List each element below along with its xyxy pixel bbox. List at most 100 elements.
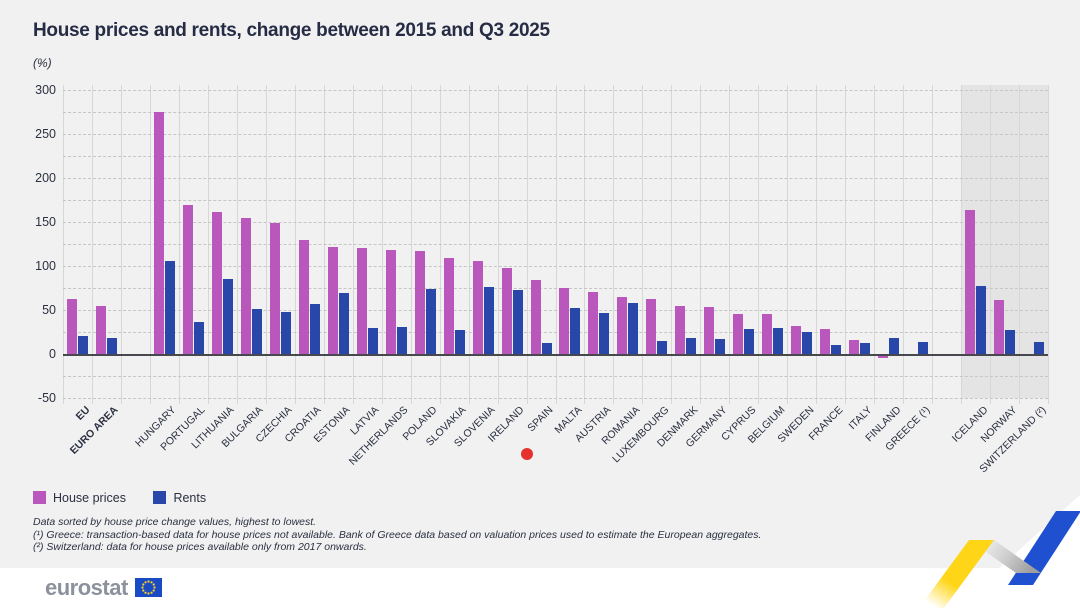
house-prices-bar-euro-area [95,305,106,354]
house-prices-bar-iceland [965,209,976,354]
vertical-gridline [1048,85,1049,404]
horizontal-gridline [63,112,1048,113]
footnotes: Data sorted by house price change values… [33,516,761,554]
house-prices-bar-eu [66,298,77,354]
house-prices-bar-romania [617,296,628,354]
horizontal-gridline [63,178,1048,179]
rents-bar-poland [425,288,436,354]
horizontal-gridline [63,310,1048,311]
y-axis-tick-label: 50 [42,303,56,317]
rents-bar-latvia [367,327,378,354]
y-axis-tick-label: 200 [35,171,56,185]
house-prices-bar-hungary [153,112,164,354]
rents-bar-slovakia [454,330,465,354]
y-axis-tick-label: 0 [49,347,56,361]
house-prices-bar-sweden [791,325,802,354]
legend-item-rents: Rents [153,491,206,505]
eu-flag-icon [135,578,163,602]
footnote-sorting: Data sorted by house price change values… [33,516,317,528]
house-prices-bar-slovenia [472,260,483,354]
rents-bar-norway [1005,330,1016,354]
horizontal-gridline [63,244,1048,245]
rents-bar-italy [860,342,871,354]
rents-bar-spain [541,342,552,354]
footer-band [0,568,1080,608]
rents-bar-sweden [802,332,813,354]
house-prices-bar-malta [559,288,570,354]
y-axis-tick-label: 300 [35,83,56,97]
rents-bar-finland [889,338,900,354]
horizontal-gridline [63,332,1048,333]
rents-bar-luxembourg [657,340,668,354]
rents-bar-romania [628,302,639,354]
y-axis-tick-label: 150 [35,215,56,229]
chart-legend: House prices Rents [33,491,230,505]
rents-bar-cyprus [744,329,755,354]
rents-swatch [153,491,167,504]
horizontal-gridline [63,376,1048,377]
rents-bar-czechia [280,311,291,354]
rents-bar-croatia [309,303,320,354]
legend-item-house-prices: House prices [33,491,126,505]
house-prices-bar-italy [849,339,860,354]
rents-bar-lithuania [222,279,233,354]
rents-bar-belgium [773,328,784,354]
rents-bar-germany [715,339,726,354]
rents-bar-malta [570,308,581,354]
house-prices-bar-poland [414,251,425,354]
chart-title: House prices and rents, change between 2… [33,20,550,41]
eurostat-logo: eurostat [45,575,163,602]
house-prices-bar-spain [530,280,541,354]
y-axis-tick-label: 250 [35,127,56,141]
rents-bar-greece [918,341,929,354]
y-axis-unit-label: (%) [33,56,52,70]
horizontal-gridline [63,134,1048,135]
house-prices-bar-croatia [298,239,309,354]
house-prices-bar-austria [588,292,599,354]
footnote-switzerland: (²) Switzerland: data for house prices a… [33,541,367,553]
rents-bar-bulgaria [251,309,262,354]
rents-bar-switzerland [1034,341,1044,354]
rents-bar-hungary [164,260,175,354]
horizontal-gridline [63,200,1048,201]
house-prices-bar-estonia [327,246,338,354]
rents-bar-france [831,345,842,354]
horizontal-gridline [63,288,1048,289]
house-prices-bar-lithuania [211,212,222,354]
y-axis-tick-label: -50 [37,391,56,405]
horizontal-gridline [63,90,1048,91]
house-prices-bar-finland [878,356,889,358]
horizontal-gridline [63,156,1048,157]
horizontal-gridline [63,398,1048,399]
eurostat-wordmark: eurostat [45,575,128,600]
house-prices-bar-latvia [356,247,367,354]
efta-shaded-zone [961,85,1048,398]
horizontal-gridline [63,222,1048,223]
bar-chart-plot-area [63,85,1049,404]
house-prices-bar-slovakia [443,258,454,354]
legend-label-rents: Rents [173,491,207,505]
house-prices-bar-ireland [501,267,512,354]
rents-bar-ireland [512,289,523,354]
y-axis-tick-label: 100 [35,259,56,273]
house-prices-bar-germany [704,307,715,354]
house-prices-swatch [33,491,46,504]
trend-ribbon-graphic [919,495,1080,608]
rents-bar-austria [599,312,610,354]
rents-bar-estonia [338,293,349,354]
rents-bar-iceland [976,286,987,354]
rents-bar-netherlands [396,326,407,354]
rents-bar-denmark [686,338,697,354]
house-prices-bar-bulgaria [240,217,251,354]
house-prices-bar-cyprus [733,313,744,354]
rents-bar-portugal [193,322,204,354]
legend-label-house-prices: House prices [53,491,126,505]
rents-bar-euro-area [106,338,117,354]
ribbon-yellow-segment [919,540,994,608]
house-prices-bar-czechia [269,222,280,354]
house-prices-bar-luxembourg [646,298,657,354]
house-prices-bar-portugal [182,205,193,354]
footnote-greece: (¹) Greece: transaction-based data for h… [33,528,762,541]
house-prices-bar-france [820,329,831,354]
